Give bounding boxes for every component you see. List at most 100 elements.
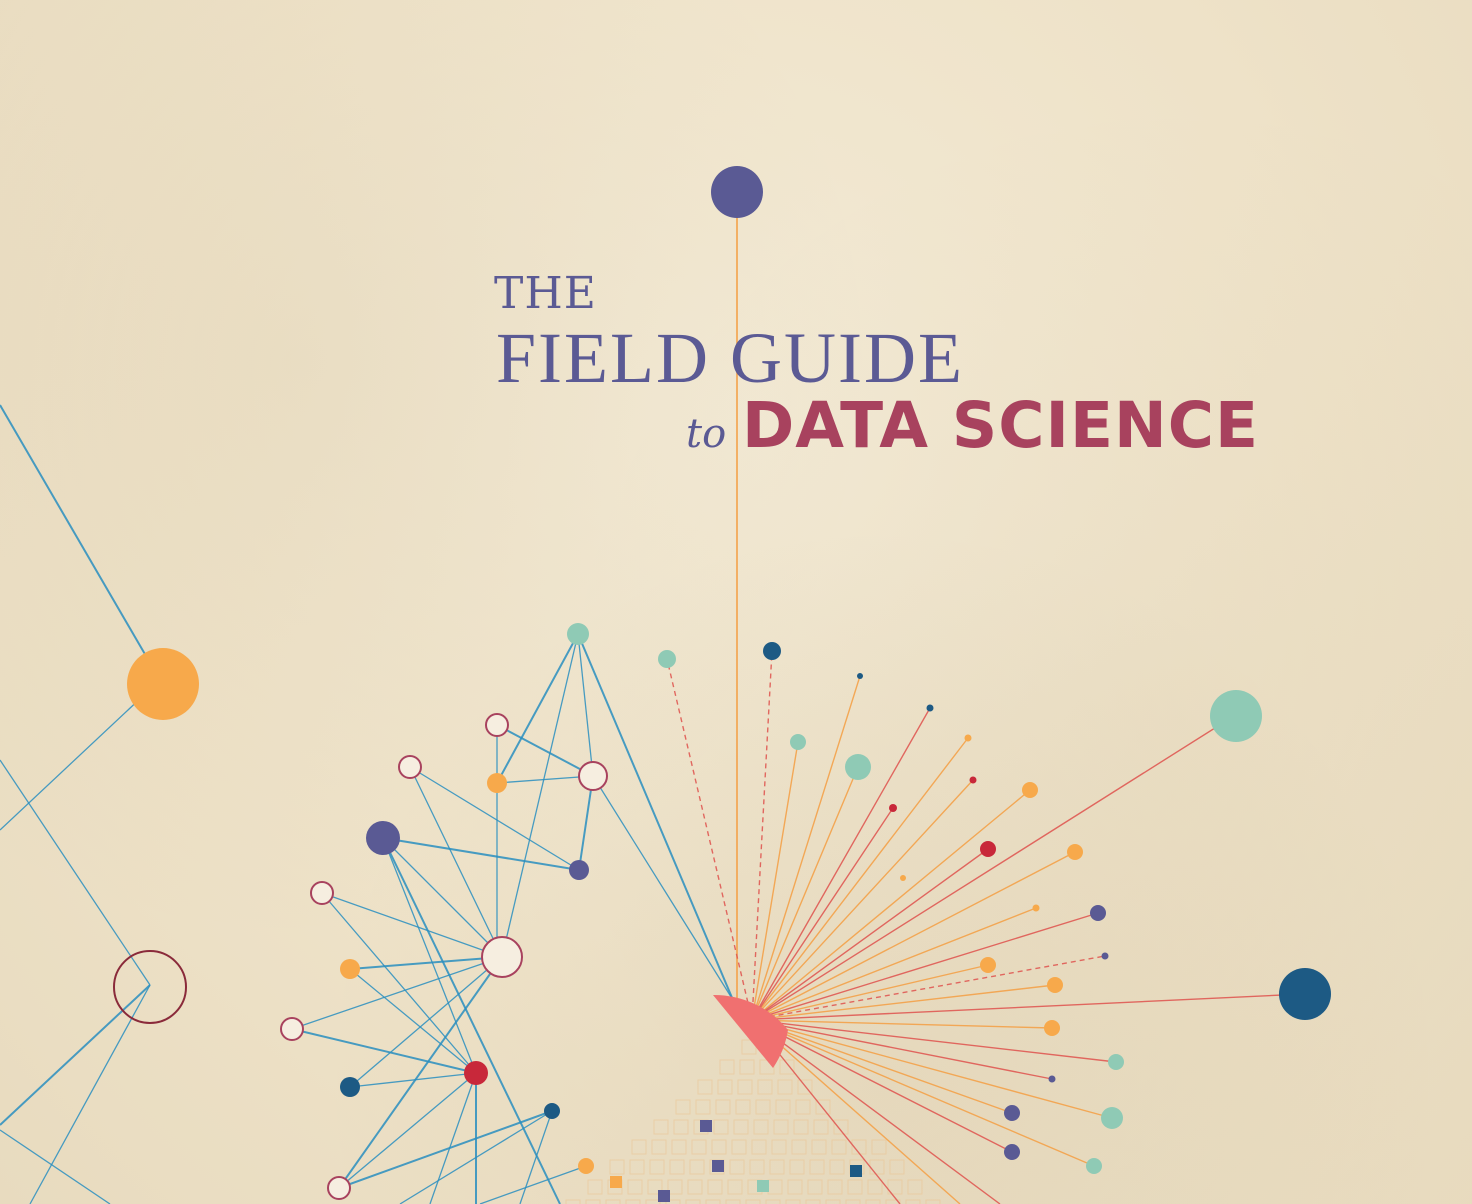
grid-cell-icon (625, 1199, 641, 1204)
grid-cell-icon (779, 1059, 795, 1075)
hub-icon (713, 994, 788, 1068)
network-edge (291, 1028, 477, 1074)
grid-cell-icon (791, 1139, 807, 1155)
grid-cell-icon (712, 1160, 724, 1172)
grid-cell-icon (745, 1199, 761, 1204)
network-node-icon (1048, 1075, 1056, 1083)
network-edge (382, 837, 561, 1204)
grid-cell-icon (769, 1159, 785, 1175)
network-node-icon (900, 875, 906, 881)
grid-cell-icon (827, 1179, 843, 1195)
grid-cell-icon (735, 1099, 751, 1115)
network-node-icon (340, 959, 360, 979)
grid-cell-icon (585, 1199, 601, 1204)
network-edge (577, 633, 594, 777)
grid-cell-icon (809, 1159, 825, 1175)
radial-ray (751, 848, 989, 1021)
grid-cell-icon (565, 1199, 581, 1204)
grid-cell-icon (700, 1120, 712, 1132)
radial-ray (751, 1019, 1113, 1119)
grid-cell-icon (733, 1119, 749, 1135)
network-node-icon (969, 776, 977, 784)
network-node-icon (790, 734, 806, 750)
grid-cell-icon (647, 1179, 663, 1195)
grid-cell-icon (831, 1139, 847, 1155)
grid-cell-icon (850, 1165, 862, 1177)
network-edge (338, 1110, 553, 1189)
network-node-icon (578, 1158, 594, 1174)
radial-ray (751, 1019, 1053, 1029)
grid-cell-icon (671, 1139, 687, 1155)
network-node-icon (1047, 977, 1063, 993)
radial-ray (751, 1019, 961, 1204)
radial-ray (751, 955, 1106, 1021)
grid-cell-icon (871, 1139, 887, 1155)
grid-cell-icon (845, 1199, 861, 1204)
network-node-icon (1101, 1107, 1123, 1129)
network-edge (519, 1110, 553, 1204)
network-node-icon (1067, 844, 1083, 860)
network-edge (0, 759, 151, 986)
network-edge (409, 766, 503, 958)
grid-cell-icon (649, 1159, 665, 1175)
grid-cell-icon (587, 1179, 603, 1195)
grid-cell-icon (717, 1079, 733, 1095)
grid-cell-icon (697, 1079, 713, 1095)
grid-cell-icon (833, 1119, 849, 1135)
grid-cell-icon (807, 1179, 823, 1195)
grid-cell-icon (793, 1119, 809, 1135)
dotted-grid (565, 1039, 941, 1204)
grid-cell-icon (631, 1139, 647, 1155)
radial-ray (751, 675, 861, 1021)
network-edge (349, 968, 477, 1074)
grid-cell-icon (773, 1119, 789, 1135)
network-edge (0, 1129, 111, 1204)
grid-cell-icon (645, 1199, 661, 1204)
radial-ray (666, 658, 753, 1021)
radial-ray (751, 741, 799, 1021)
radial-ray (751, 707, 931, 1021)
network-edges (0, 404, 734, 1204)
network-node-icon (1279, 968, 1331, 1020)
network-edge (429, 1072, 477, 1204)
radial-ray (751, 1019, 1013, 1153)
network-node-icon (280, 1017, 304, 1041)
grid-cell-icon (737, 1079, 753, 1095)
network-node-icon (481, 936, 523, 978)
network-node-icon (1004, 1105, 1020, 1121)
radial-ray (751, 851, 1076, 1021)
grid-cell-icon (765, 1199, 781, 1204)
network-node-icon (1032, 904, 1040, 912)
radial-ray (751, 650, 773, 1021)
grid-cell-icon (775, 1099, 791, 1115)
network-edge (501, 633, 579, 958)
grid-cell-icon (651, 1139, 667, 1155)
network-nodes (113, 166, 1331, 1200)
network-node-icon (1101, 952, 1109, 960)
network-node-icon (980, 841, 996, 857)
network-edge (0, 679, 161, 831)
network-edge (496, 775, 594, 784)
grid-cell-icon (771, 1139, 787, 1155)
grid-cell-icon (811, 1139, 827, 1155)
network-node-icon (1044, 1020, 1060, 1036)
grid-cell-icon (658, 1190, 670, 1202)
grid-cell-icon (711, 1139, 727, 1155)
network-edge (409, 766, 580, 871)
grid-cell-icon (691, 1139, 707, 1155)
network-node-icon (1090, 905, 1106, 921)
grid-cell-icon (867, 1179, 883, 1195)
grid-cell-icon (705, 1199, 721, 1204)
grid-cell-icon (757, 1079, 773, 1095)
network-node-icon (127, 648, 199, 720)
radial-ray (751, 779, 974, 1021)
radial-ray (751, 789, 1031, 1021)
grid-cell-icon (729, 1159, 745, 1175)
network-node-icon (487, 773, 507, 793)
grid-cell-icon (787, 1179, 803, 1195)
radial-ray (751, 1019, 1001, 1204)
grid-cell-icon (610, 1176, 622, 1188)
grid-cell-icon (689, 1159, 705, 1175)
